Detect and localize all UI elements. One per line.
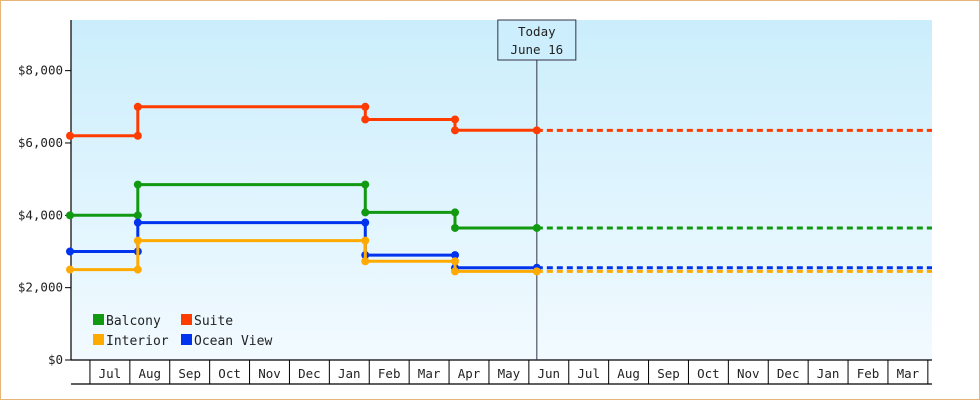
today-label: Today bbox=[518, 24, 556, 39]
series-interior bbox=[66, 236, 932, 276]
data-point-ocean-view bbox=[66, 247, 74, 256]
data-point-ocean-view bbox=[451, 251, 460, 260]
data-point-interior bbox=[361, 257, 370, 266]
y-tick-label: $0 bbox=[48, 352, 63, 367]
y-axis: $0 $2,000 $4,000 $6,000 $8,000 bbox=[18, 20, 72, 367]
data-point-interior bbox=[451, 267, 460, 276]
x-tick-label: Mar bbox=[418, 366, 441, 381]
x-tick-label: Feb bbox=[857, 366, 880, 381]
legend-swatch-suite bbox=[181, 314, 192, 325]
plot-background bbox=[71, 20, 932, 360]
x-tick-label: Apr bbox=[458, 366, 481, 381]
data-point-ocean-view bbox=[133, 218, 142, 227]
x-tick-label: Sep bbox=[178, 366, 201, 381]
legend-swatch-ocean-view bbox=[181, 334, 192, 345]
legend-swatch-balcony bbox=[93, 314, 104, 325]
data-point-suite bbox=[361, 102, 370, 111]
data-point-suite bbox=[532, 126, 541, 135]
data-point-balcony bbox=[451, 208, 460, 217]
x-tick-label: Jan bbox=[817, 366, 840, 381]
today-date: June 16 bbox=[510, 42, 563, 57]
y-tick-label: $6,000 bbox=[18, 135, 63, 150]
x-tick-label: Jul bbox=[577, 366, 600, 381]
data-point-interior bbox=[66, 265, 74, 274]
y-tick-label: $2,000 bbox=[18, 280, 63, 295]
data-point-suite bbox=[451, 126, 460, 135]
legend-label-ocean-view: Ocean View bbox=[194, 334, 272, 349]
data-point-balcony bbox=[361, 208, 370, 217]
data-point-balcony bbox=[361, 180, 370, 189]
data-point-balcony bbox=[133, 180, 142, 189]
legend-swatch-interior bbox=[93, 334, 104, 345]
series-balcony bbox=[66, 180, 932, 232]
series-suite bbox=[66, 102, 932, 140]
data-point-interior bbox=[133, 265, 142, 274]
x-axis: Jul Aug Sep Oct Nov Dec Jan Feb Mar Apr May Jun Jul A… bbox=[71, 359, 932, 385]
x-tick-label: Oct bbox=[697, 366, 720, 381]
legend: Balcony Suite Interior Ocean View bbox=[93, 314, 272, 349]
data-point-interior bbox=[133, 236, 142, 245]
data-point-balcony bbox=[66, 211, 74, 220]
legend-label-balcony: Balcony bbox=[106, 314, 161, 329]
data-point-interior bbox=[451, 257, 460, 266]
x-tick-label: Feb bbox=[378, 366, 401, 381]
data-point-suite bbox=[451, 115, 460, 124]
data-point-suite bbox=[133, 131, 142, 140]
x-tick-label: Sep bbox=[657, 366, 680, 381]
x-tick-label: Nov bbox=[258, 366, 281, 381]
data-point-balcony bbox=[133, 211, 142, 220]
x-tick-label: Mar bbox=[897, 366, 920, 381]
data-point-ocean-view bbox=[361, 218, 370, 227]
x-tick-label: May bbox=[498, 366, 521, 381]
data-point-suite bbox=[66, 131, 74, 140]
series-layer bbox=[66, 102, 932, 276]
x-tick-label: Jan bbox=[338, 366, 361, 381]
x-tick-label: Jun bbox=[538, 366, 561, 381]
legend-label-suite: Suite bbox=[194, 314, 233, 329]
data-point-suite bbox=[361, 115, 370, 124]
x-tick-label: Jul bbox=[99, 366, 122, 381]
data-point-balcony bbox=[451, 223, 460, 232]
legend-label-interior: Interior bbox=[106, 334, 169, 349]
x-tick-label: Dec bbox=[777, 366, 800, 381]
data-point-suite bbox=[133, 102, 142, 111]
x-tick-label: Aug bbox=[139, 366, 162, 381]
today-box bbox=[497, 19, 577, 61]
data-point-balcony bbox=[532, 223, 541, 232]
x-tick-label: Oct bbox=[218, 366, 241, 381]
data-point-interior bbox=[532, 267, 541, 276]
x-tick-label: Nov bbox=[737, 366, 760, 381]
y-tick-label: $8,000 bbox=[18, 63, 63, 78]
data-point-interior bbox=[361, 236, 370, 245]
x-tick-label: Dec bbox=[298, 366, 321, 381]
x-tick-label: Aug bbox=[617, 366, 640, 381]
today-marker: Today June 16 bbox=[497, 19, 577, 360]
y-tick-label: $4,000 bbox=[18, 207, 63, 222]
